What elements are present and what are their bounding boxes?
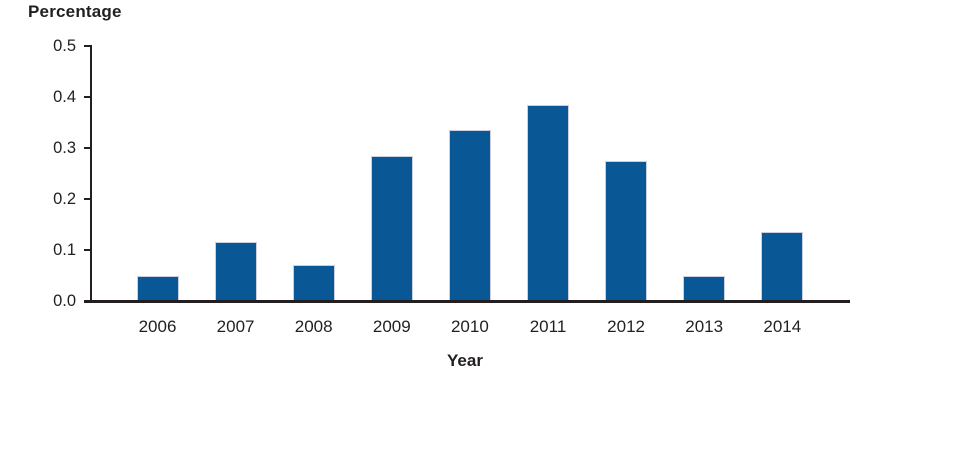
y-tick-0.2: [84, 198, 92, 200]
y-tick-label-0.0: 0.0: [53, 292, 76, 310]
x-tick-label-2011: 2011: [529, 317, 567, 336]
x-tick-label-2012: 2012: [607, 317, 645, 336]
bar-2007: [214, 242, 257, 301]
y-axis-line: [89, 45, 92, 301]
x-tick-label-2006: 2006: [138, 317, 177, 336]
bar-2008: [292, 265, 335, 301]
y-tick-0.4: [84, 96, 92, 98]
x-tick-label-2008: 2008: [294, 317, 333, 336]
y-tick-0.3: [84, 147, 92, 149]
y-tick-label-0.2: 0.2: [53, 190, 76, 208]
x-tick-label-2009: 2009: [372, 317, 411, 336]
bar-2011: [527, 104, 569, 301]
x-tick-label-2010: 2010: [450, 317, 489, 336]
x-axis-line: [84, 299, 850, 303]
bar-2014: [761, 232, 804, 301]
y-tick-0.5: [84, 45, 92, 47]
y-tick-label-0.1: 0.1: [53, 241, 76, 259]
bar-2013: [683, 275, 726, 301]
y-tick-0.1: [84, 249, 92, 251]
x-tick-label-2013: 2013: [685, 317, 724, 336]
y-axis-title: Percentage: [28, 2, 122, 21]
bar-2012: [605, 160, 648, 301]
x-tick-label-2014: 2014: [763, 317, 802, 336]
bar-2006: [136, 275, 179, 301]
x-tick-label-2007: 2007: [216, 317, 255, 336]
x-axis-title: Year: [447, 351, 483, 370]
bar-2010: [448, 130, 491, 301]
y-tick-label-0.3: 0.3: [53, 139, 76, 157]
y-tick-label-0.4: 0.4: [53, 88, 76, 106]
bar-2009: [370, 155, 413, 301]
y-tick-label-0.5: 0.5: [53, 37, 76, 55]
